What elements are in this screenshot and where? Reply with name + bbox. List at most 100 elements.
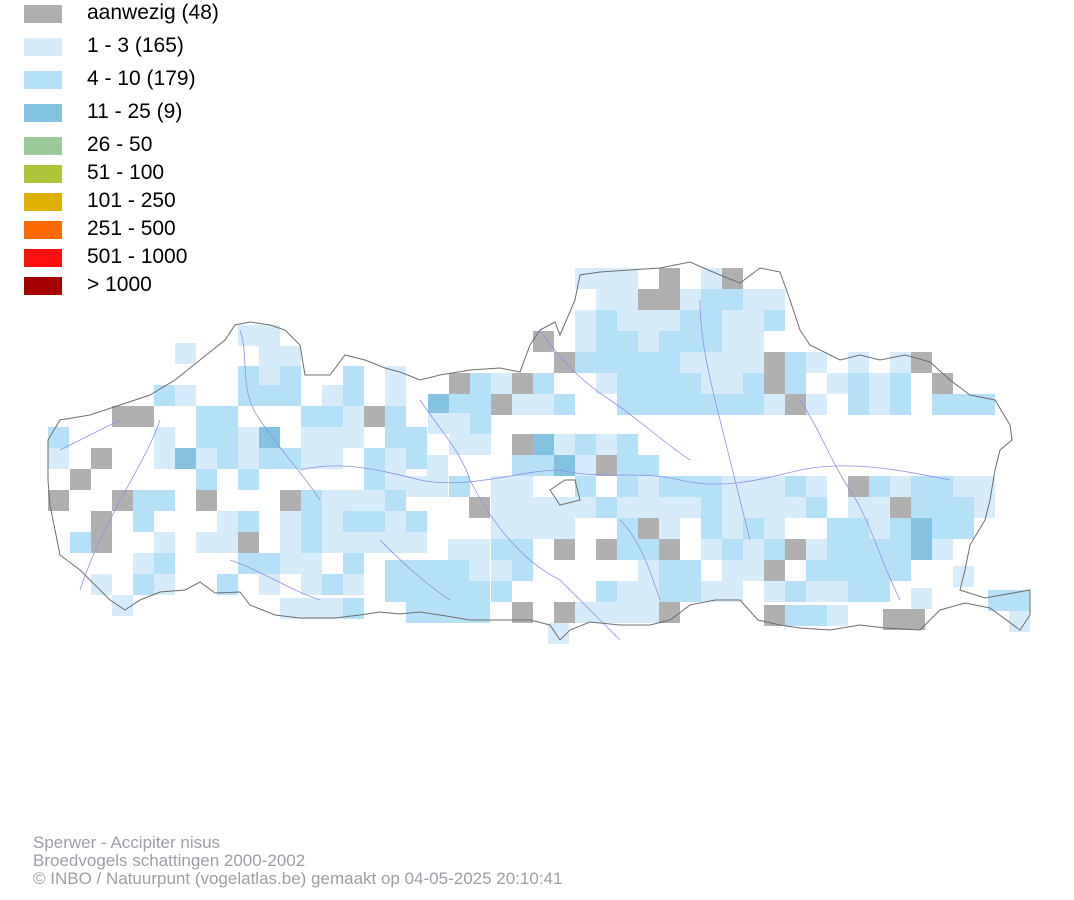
grid-cell bbox=[596, 268, 617, 289]
grid-cell bbox=[596, 539, 617, 560]
grid-cell bbox=[491, 560, 512, 581]
grid-cell bbox=[722, 289, 743, 310]
grid-cell bbox=[554, 602, 575, 623]
grid-cell bbox=[764, 310, 785, 331]
grid-cell bbox=[617, 476, 638, 497]
grid-cell bbox=[154, 490, 175, 511]
grid-cell bbox=[848, 581, 869, 602]
grid-cell bbox=[364, 469, 385, 490]
river-lines bbox=[59, 299, 951, 641]
grid-cell bbox=[848, 518, 869, 539]
grid-cell bbox=[869, 581, 890, 602]
grid-cell bbox=[70, 532, 91, 553]
grid-cell bbox=[827, 560, 848, 581]
grid-cell bbox=[448, 602, 469, 623]
grid-cell bbox=[322, 448, 343, 469]
grid-cell bbox=[764, 539, 785, 560]
grid-cell bbox=[385, 448, 406, 469]
grid-cell bbox=[659, 539, 680, 560]
grid-cell bbox=[469, 539, 490, 560]
grid-cell bbox=[743, 560, 764, 581]
grid-cell bbox=[154, 553, 175, 574]
grid-cell bbox=[301, 553, 322, 574]
grid-cell bbox=[932, 476, 953, 497]
grid-cell bbox=[617, 394, 638, 415]
grid-cell bbox=[364, 448, 385, 469]
grid-cell bbox=[491, 373, 512, 394]
grid-cell bbox=[722, 373, 743, 394]
grid-cell bbox=[280, 346, 301, 367]
grid-cell bbox=[385, 511, 406, 532]
grid-cell bbox=[869, 497, 890, 518]
grid-cell bbox=[722, 352, 743, 373]
grid-cell bbox=[680, 497, 701, 518]
grid-cell bbox=[217, 511, 238, 532]
grid-cell bbox=[659, 352, 680, 373]
grid-cell bbox=[154, 385, 175, 406]
grid-cell bbox=[238, 366, 259, 387]
grid-cell bbox=[91, 574, 112, 595]
grid-cell bbox=[701, 331, 722, 352]
grid-cell bbox=[785, 539, 806, 560]
grid-cell bbox=[701, 497, 722, 518]
grid-cell bbox=[953, 497, 974, 518]
grid-cell bbox=[406, 427, 427, 448]
grid-cell bbox=[427, 560, 448, 581]
grid-cell bbox=[680, 373, 701, 394]
grid-cell bbox=[932, 518, 953, 539]
grid-cell bbox=[448, 539, 469, 560]
grid-cell bbox=[764, 352, 785, 373]
grid-cell bbox=[743, 497, 764, 518]
grid-cells bbox=[48, 268, 1030, 644]
grid-cell bbox=[259, 574, 280, 595]
grid-cell bbox=[638, 581, 659, 602]
grid-cell bbox=[217, 427, 238, 448]
legend-swatch bbox=[24, 249, 62, 267]
grid-cell bbox=[385, 490, 406, 511]
grid-cell bbox=[617, 268, 638, 289]
grid-cell bbox=[890, 352, 911, 373]
grid-cell bbox=[722, 310, 743, 331]
grid-cell bbox=[617, 310, 638, 331]
grid-cell bbox=[701, 310, 722, 331]
grid-cell bbox=[617, 539, 638, 560]
grid-cell bbox=[512, 560, 533, 581]
grid-cell bbox=[175, 385, 196, 406]
grid-cell bbox=[259, 427, 280, 448]
grid-cell bbox=[449, 476, 470, 497]
grid-cell bbox=[890, 560, 911, 581]
grid-cell bbox=[883, 609, 925, 630]
grid-cell bbox=[743, 289, 764, 310]
grid-cell bbox=[743, 310, 764, 331]
grid-cell bbox=[638, 352, 659, 373]
grid-cell bbox=[491, 394, 512, 415]
credit-line: © INBO / Natuurpunt (vogelatlas.be) gema… bbox=[33, 869, 563, 888]
grid-cell bbox=[722, 268, 743, 289]
grid-cell bbox=[953, 394, 974, 415]
legend-swatch bbox=[24, 165, 62, 183]
grid-cell bbox=[322, 385, 343, 406]
grid-cell bbox=[659, 289, 680, 310]
grid-cell bbox=[133, 553, 154, 574]
grid-cell bbox=[743, 331, 764, 352]
grid-cell bbox=[427, 455, 448, 476]
grid-cell bbox=[890, 497, 911, 518]
grid-cell bbox=[280, 490, 301, 511]
legend-label: 51 - 100 bbox=[87, 161, 165, 184]
grid-cell bbox=[722, 331, 743, 352]
grid-cell bbox=[722, 581, 743, 602]
grid-cell bbox=[575, 310, 596, 331]
grid-cell bbox=[196, 427, 217, 448]
grid-cell bbox=[617, 331, 638, 352]
grid-cell bbox=[659, 497, 680, 518]
grid-cell bbox=[469, 602, 490, 623]
grid-cell bbox=[659, 581, 680, 602]
grid-cell bbox=[680, 394, 701, 415]
grid-cell bbox=[701, 518, 722, 539]
grid-cell bbox=[659, 560, 680, 581]
grid-cell bbox=[596, 581, 617, 602]
legend-label: 1 - 3 (165) bbox=[87, 34, 184, 57]
grid-cell bbox=[406, 511, 427, 532]
grid-cell bbox=[890, 539, 911, 560]
